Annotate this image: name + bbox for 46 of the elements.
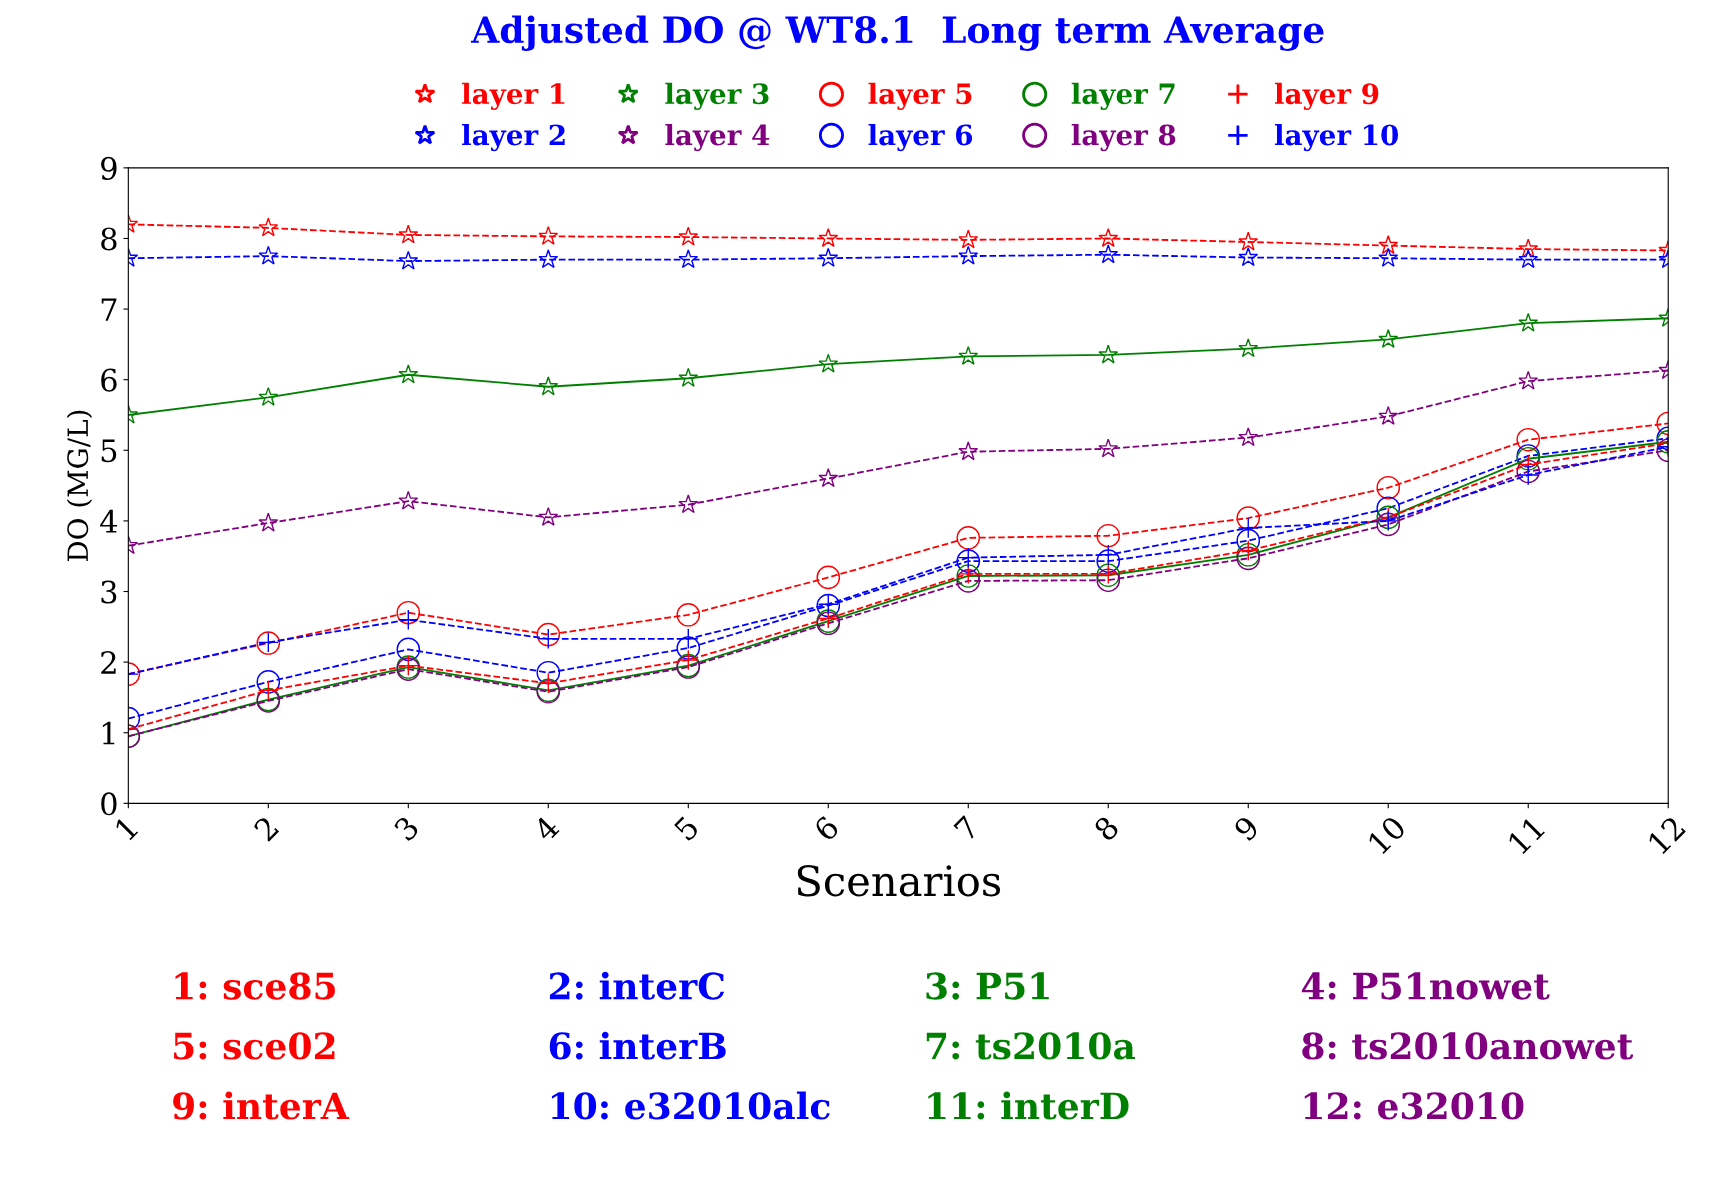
legend-label: layer 7 bbox=[1071, 82, 1175, 111]
text: 3: P51 bbox=[926, 972, 1049, 1000]
text: 8: ts2010anowet bbox=[1302, 1032, 1634, 1060]
y-tick-label: 6 bbox=[101, 368, 117, 392]
text: 2: interC bbox=[549, 971, 725, 1000]
legend-label: layer 8 bbox=[1071, 123, 1176, 152]
y-tick-label: 0 bbox=[101, 792, 117, 816]
y-tick-label: 8 bbox=[101, 227, 117, 251]
y-tick-label: 3 bbox=[101, 580, 117, 604]
text: 1: sce85 bbox=[175, 972, 335, 1000]
legend-label: layer 10 bbox=[1274, 123, 1399, 152]
text: 6: interB bbox=[549, 1031, 726, 1060]
text: 11: interD bbox=[928, 1091, 1129, 1120]
x-tick-label: 9 bbox=[1232, 814, 1260, 843]
text: 4: P51nowet bbox=[1301, 972, 1550, 1000]
x-tick-label: 12 bbox=[1647, 815, 1686, 855]
x-tick-label: 8 bbox=[1092, 814, 1120, 843]
y-tick-label: 2 bbox=[101, 651, 116, 674]
y-tick-label: 7 bbox=[101, 298, 117, 321]
y-tick-label: 9 bbox=[101, 156, 117, 180]
x-axis-title: Scenarios bbox=[797, 864, 1001, 897]
x-tick-label: 10 bbox=[1367, 814, 1407, 855]
y-axis-title: DO (MG/L) bbox=[66, 410, 93, 562]
x-tick-label: 2 bbox=[252, 815, 280, 842]
text: 5: sce02 bbox=[174, 1032, 335, 1060]
text: 12: e32010 bbox=[1304, 1092, 1524, 1120]
chart-title: Adjusted DO @ WT8.1 Long term Average bbox=[470, 15, 1324, 51]
x-tick-label: 3 bbox=[393, 815, 420, 842]
x-tick-label: 6 bbox=[812, 814, 841, 843]
legend-label: layer 9 bbox=[1274, 82, 1379, 111]
x-tick-label: 5 bbox=[673, 815, 700, 842]
legend-label: layer 3 bbox=[665, 82, 769, 111]
x-tick-label: 7 bbox=[953, 815, 980, 842]
text: 9: interA bbox=[173, 1091, 350, 1120]
y-tick-label: 1 bbox=[102, 721, 115, 745]
y-tick-label: 4 bbox=[100, 509, 118, 533]
y-tick-label: 5 bbox=[101, 439, 117, 463]
legend-label: layer 5 bbox=[868, 82, 972, 111]
legend-label: layer 1 bbox=[462, 82, 565, 111]
legend-label: layer 6 bbox=[868, 123, 973, 152]
x-tick-label: 11 bbox=[1507, 816, 1545, 855]
text: 7: ts2010a bbox=[926, 1032, 1136, 1060]
legend-label: layer 4 bbox=[665, 123, 770, 152]
legend-label: layer 2 bbox=[462, 123, 565, 152]
text: 10: e32010alc bbox=[551, 1091, 830, 1120]
x-tick-label: 4 bbox=[532, 814, 561, 843]
